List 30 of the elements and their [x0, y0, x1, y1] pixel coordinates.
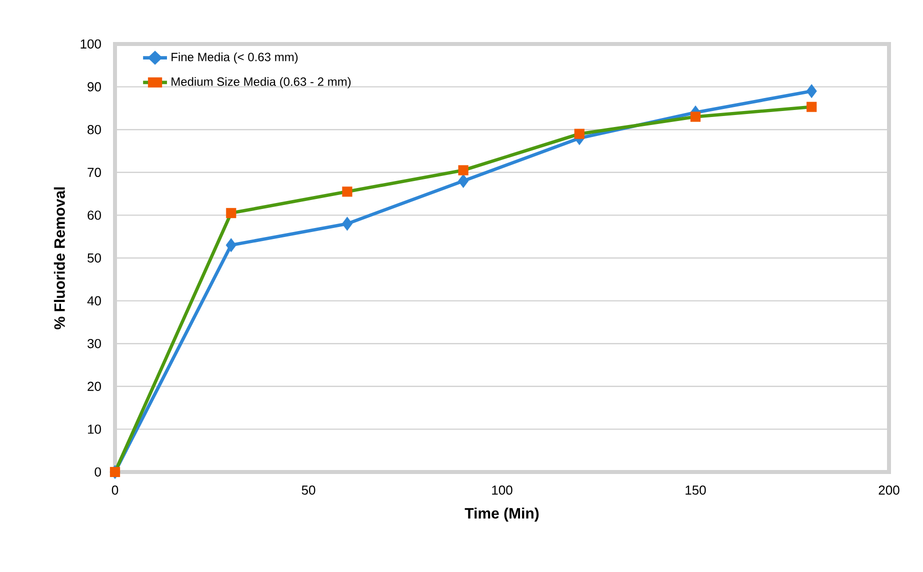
y-tick-label: 20: [88, 382, 101, 391]
point: [806, 84, 817, 98]
y-axis-title: % Fluoride Removal: [54, 187, 65, 330]
legend-label: Fine Media (< 0.63 mm): [172, 52, 298, 64]
y-tick-label: 100: [80, 39, 101, 49]
x-tick-label: 50: [302, 486, 316, 495]
point: [574, 128, 584, 139]
y-tick-label: 0: [94, 467, 101, 477]
x-tick-label: 0: [112, 486, 118, 495]
point: [342, 186, 352, 197]
y-tick-label: 60: [88, 210, 101, 220]
y-tick-label: 30: [88, 338, 101, 348]
y-tick-label: 10: [88, 424, 101, 434]
y-tick-label: 50: [88, 253, 101, 263]
point: [690, 112, 701, 122]
point: [226, 208, 236, 218]
y-tick-label: 70: [88, 168, 101, 177]
point: [342, 216, 353, 231]
point: [806, 102, 817, 112]
y-tick-label: 40: [87, 296, 101, 306]
point: [226, 238, 236, 252]
point: [458, 174, 469, 188]
x-tick-label: 100: [492, 486, 512, 495]
x-tick-label: 200: [878, 486, 900, 495]
point: [458, 165, 468, 176]
x-axis-title: Time (Min): [464, 508, 539, 522]
y-tick-label: 80: [88, 124, 101, 134]
x-tick-label: 150: [686, 486, 706, 495]
y-tick-label: 90: [88, 82, 101, 92]
legend-label: Medium Size Media (0.63 - 2 mm): [172, 77, 351, 88]
